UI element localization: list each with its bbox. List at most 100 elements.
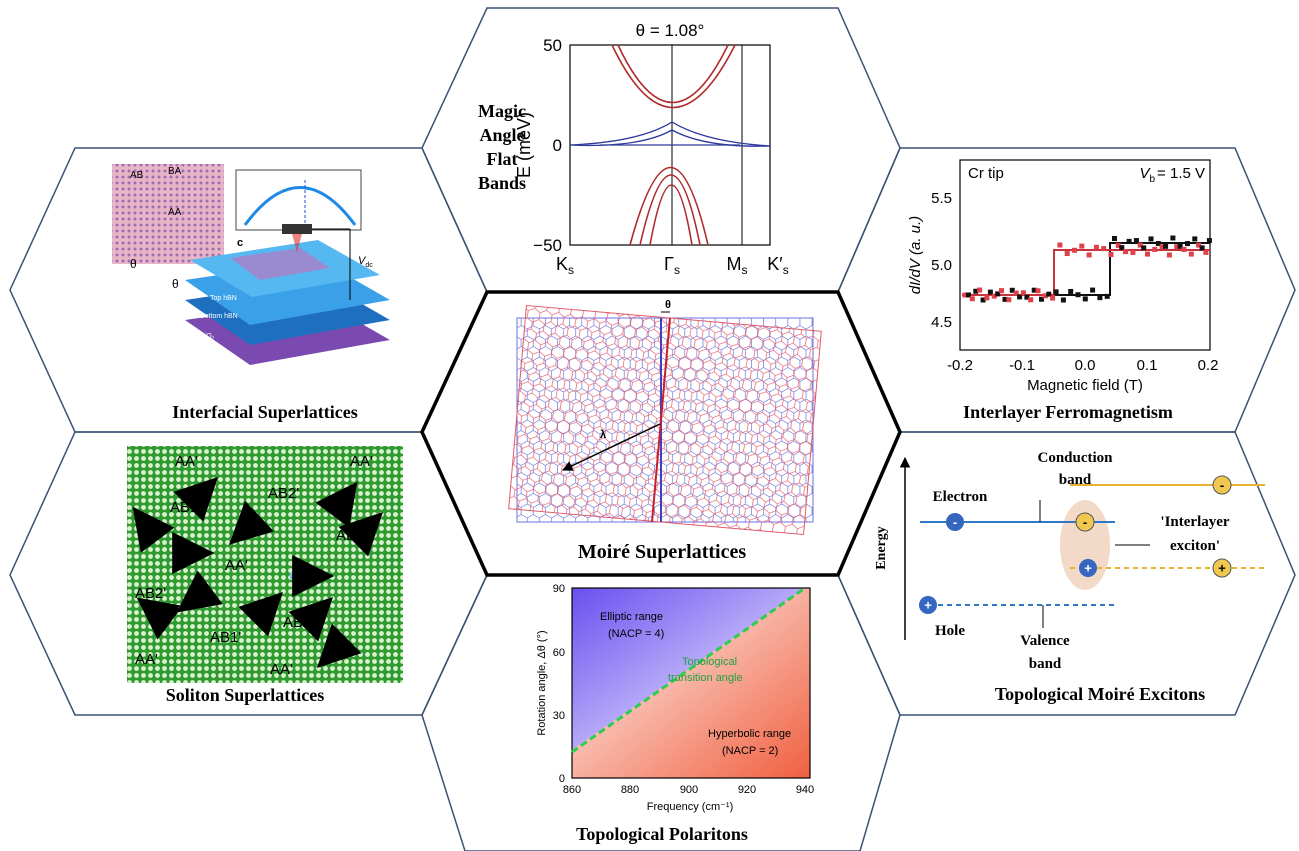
point [1031,287,1037,293]
label: transition angle [668,672,743,684]
label: AA' [350,453,373,470]
label: AA' [175,453,198,470]
point [1017,294,1023,300]
polaritons-panel: 0 30 60 90 860 880 900 920 940 Frequency… [536,583,814,844]
label: AB2' [135,585,166,602]
label: Bottom hBN [200,313,238,320]
point [1086,252,1092,258]
charge: + [924,598,932,613]
point [1137,242,1143,248]
flat-bands [569,121,771,147]
arrow [132,506,175,553]
label: Valence [1020,633,1070,649]
tick-label: 50 [543,36,562,55]
ferromagnetism-panel: Cr tip Vb = 1.5 V 5.5 5.0 4.5 dI/dV (a. u… [907,159,1219,422]
point [1013,290,1019,296]
point [1163,243,1169,249]
label: θ [665,299,671,311]
point [987,289,993,295]
label: BA [168,166,182,177]
point [984,295,990,301]
panel-title: Topological Moiré Excitons [995,684,1205,704]
plot-title: θ = 1.08° [636,21,705,40]
label: Hole [935,623,965,639]
label: SiO₂ [200,333,215,340]
point [980,297,986,303]
arrow [288,597,333,642]
panel-title: Interfacial Superlattices [172,402,357,422]
label: band [1029,656,1062,672]
label: Conduction [1037,450,1113,466]
tick-label: 940 [796,784,814,796]
inset-plot [235,169,362,231]
point [1053,289,1059,295]
tick-label: 920 [738,784,756,796]
point [1082,296,1088,302]
label: Vdc [358,255,373,269]
bands [611,44,736,246]
label: 'Interlayer [1160,514,1229,530]
point [995,291,1001,297]
arrow [338,512,383,557]
arrow [315,481,358,528]
label: λ [600,429,606,441]
label: Hyperbolic range [708,728,791,740]
point [1009,287,1015,293]
point [999,288,1004,294]
point [1104,293,1110,299]
point [1042,293,1048,299]
excitons-panel: Energy - - - + + + Conduction band Elect… [874,450,1265,704]
sample [230,248,330,280]
point [1068,288,1074,294]
panel-title: Interlayer Ferromagnetism [963,402,1173,422]
charge: - [1220,478,1224,493]
label: AB1' [210,629,241,646]
panel-title: Magic [478,101,526,121]
arrow [176,570,223,613]
tick-label: Ms [727,254,748,277]
point [1185,241,1190,247]
panel-title: Bands [478,173,526,193]
tick-label: 5.0 [931,257,952,274]
interfacial-panel: AB BA AA c θ θ Top hBN Bottom hBN SiO₂ S… [112,164,390,422]
tick-label: Γs [664,254,680,277]
label: AB2' [268,485,299,502]
charge: - [1083,515,1087,530]
panel-title: Moiré Superlattices [578,541,746,563]
axis-label: Energy [874,526,889,570]
hexagon-grid [9,7,1296,851]
panel-title: Soliton Superlattices [166,685,325,705]
point [1177,243,1183,249]
label: c [237,237,243,249]
tick-label: 0.2 [1198,357,1219,374]
point [1130,249,1136,255]
point [1203,249,1209,255]
arrow [238,592,283,637]
point [1188,251,1194,257]
label: Si [200,351,207,358]
tick-label: 0 [553,136,562,155]
label: AA [168,207,182,218]
arrow [228,500,274,545]
point [973,288,979,294]
tick-label: K′s [767,254,788,277]
label: AA' [135,651,158,668]
point [1064,251,1070,257]
point [1108,252,1114,258]
point [1090,287,1096,293]
panel-title: Flat [487,149,518,169]
point [1039,296,1044,302]
point [1123,249,1129,255]
point [1126,238,1132,244]
tick-label: 860 [563,784,581,796]
point [1196,242,1202,248]
hyperbolic-region [572,588,810,778]
point [1155,241,1161,247]
arrow [317,623,362,668]
point [1101,246,1107,252]
axis-label: Magnetic field (T) [1027,377,1143,394]
point [1002,296,1008,302]
panel-title: Topological Polaritons [576,824,748,844]
label: (NACP = 2) [722,745,778,757]
